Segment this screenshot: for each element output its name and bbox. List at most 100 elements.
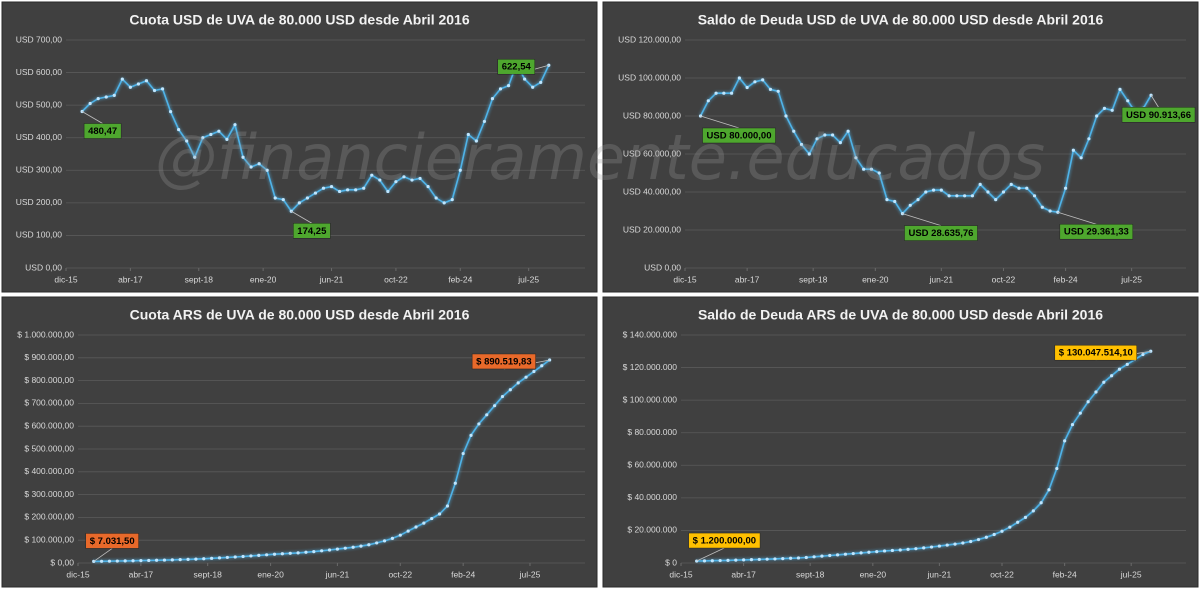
annotation: $ 7.031,50 (85, 533, 139, 562)
data-point (233, 123, 237, 127)
data-point (297, 201, 301, 205)
data-point (776, 89, 780, 93)
data-point (955, 194, 959, 198)
data-point (241, 155, 245, 159)
y-tick-label: USD 100.000,00 (618, 72, 681, 82)
x-tick-label: abr-17 (129, 569, 154, 579)
x-tick-label: jun-21 (929, 274, 954, 284)
data-point (430, 516, 434, 521)
x-tick-label: abr-17 (735, 274, 760, 284)
data-point (1056, 210, 1060, 214)
y-tick-label: $ 60.000.000 (627, 460, 677, 470)
data-point (820, 554, 824, 558)
data-point (875, 550, 879, 554)
x-tick-label: feb-24 (1053, 569, 1077, 579)
data-point (120, 77, 124, 81)
data-point (1000, 529, 1004, 533)
data-point (378, 178, 382, 182)
data-point (789, 556, 793, 560)
data-point (898, 548, 902, 552)
data-point (1039, 501, 1043, 505)
y-tick-label: USD 400,00 (16, 132, 63, 142)
data-point (217, 556, 222, 560)
data-point (1102, 380, 1106, 384)
annotation-box (471, 353, 536, 370)
data-point (99, 559, 104, 563)
data-point (453, 481, 457, 485)
data-point (312, 550, 316, 554)
annotation-label: $ 7.031,50 (90, 536, 135, 547)
data-point (830, 133, 835, 137)
data-point (531, 85, 535, 89)
data-point (1110, 108, 1114, 112)
data-point (406, 529, 410, 533)
annotation: 480,47 (81, 111, 122, 139)
data-point (1125, 362, 1129, 366)
data-point (1117, 367, 1122, 371)
data-point (929, 545, 934, 549)
annotation: 622,54 (497, 58, 549, 75)
annotation-box (1059, 223, 1134, 240)
data-point (773, 557, 777, 561)
data-point (714, 91, 718, 95)
y-tick-label: $ 900.000,00 (24, 352, 74, 362)
annotation-box (904, 225, 978, 241)
data-point (516, 381, 520, 385)
annotation-leader (291, 210, 313, 224)
data-point (1095, 114, 1099, 118)
data-point (418, 176, 422, 181)
panel-background (1, 1, 598, 293)
data-point (305, 196, 309, 200)
data-point (749, 558, 754, 562)
data-point (877, 171, 881, 175)
data-point (862, 167, 866, 171)
data-point (437, 512, 442, 516)
data-point (737, 76, 741, 80)
chart-title: Cuota USD de UVA de 80.000 USD desde Abr… (129, 12, 469, 28)
x-tick-label: oct-22 (992, 274, 1016, 284)
data-point (922, 546, 926, 550)
data-point (335, 547, 339, 551)
y-tick-label: USD 80.000,00 (623, 110, 681, 120)
data-point (835, 553, 840, 557)
data-point (296, 551, 300, 555)
data-point (906, 547, 910, 551)
chart-title: Saldo de Deuda USD de UVA de 80.000 USD … (698, 12, 1104, 28)
data-point (792, 129, 796, 133)
data-point (734, 558, 738, 562)
data-point (1047, 488, 1051, 492)
data-point (233, 555, 237, 559)
data-point (1017, 186, 1021, 190)
data-point (249, 165, 253, 169)
data-point (162, 558, 167, 562)
data-point (273, 196, 277, 200)
data-point (466, 132, 470, 137)
annotation: USD 29.361,33 (1057, 211, 1134, 240)
data-point (477, 422, 481, 426)
data-point (147, 558, 151, 563)
data-point (970, 194, 974, 198)
x-tick-label: feb-24 (448, 274, 472, 284)
data-point (304, 550, 308, 554)
data-point (885, 198, 889, 202)
data-point (854, 156, 858, 160)
x-tick-label: dic-15 (673, 274, 696, 284)
data-point (851, 551, 855, 556)
annotation-box (497, 58, 536, 75)
annotation-label: 622,54 (502, 62, 532, 73)
y-tick-label: $ 1.000.000,00 (17, 329, 74, 339)
y-tick-label: USD 600,00 (16, 67, 63, 77)
data-point (313, 191, 318, 195)
x-tick-label: sept-18 (799, 274, 828, 284)
data-point (498, 87, 503, 91)
annotation-label: USD 29.361,33 (1064, 227, 1129, 238)
x-tick-label: jun-21 (325, 569, 350, 579)
data-point (1094, 390, 1098, 394)
data-point (1048, 209, 1052, 213)
annotation-label: $ 1.200.000,00 (693, 536, 756, 547)
annotation-label: 480,47 (88, 126, 117, 137)
y-tick-label: $ 200.000,00 (24, 512, 74, 522)
y-tick-label: USD 0,00 (25, 262, 62, 272)
data-point (804, 555, 808, 560)
data-point (152, 88, 157, 93)
